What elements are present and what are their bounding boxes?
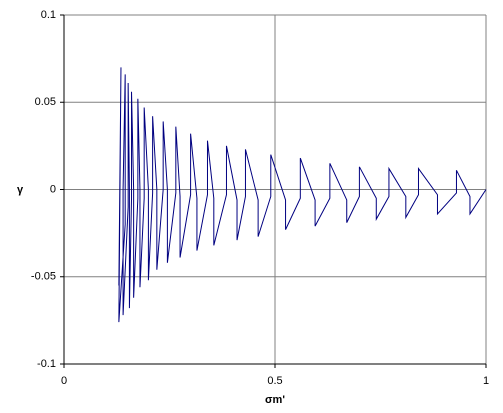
- y-tick-label: 0: [50, 183, 56, 195]
- x-axis-label: σm': [265, 394, 285, 406]
- y-axis-label: γ: [17, 184, 24, 196]
- x-tick-label: 1: [483, 375, 489, 387]
- data-line: [118, 67, 487, 323]
- y-tick-label: -0.05: [31, 271, 56, 283]
- y-tick-label: -0.1: [37, 358, 56, 370]
- x-tick-label: 0: [61, 375, 67, 387]
- x-tick-label: 0.5: [267, 375, 282, 387]
- y-tick-label: 0.05: [35, 96, 56, 108]
- y-tick-label: 0.1: [41, 9, 56, 21]
